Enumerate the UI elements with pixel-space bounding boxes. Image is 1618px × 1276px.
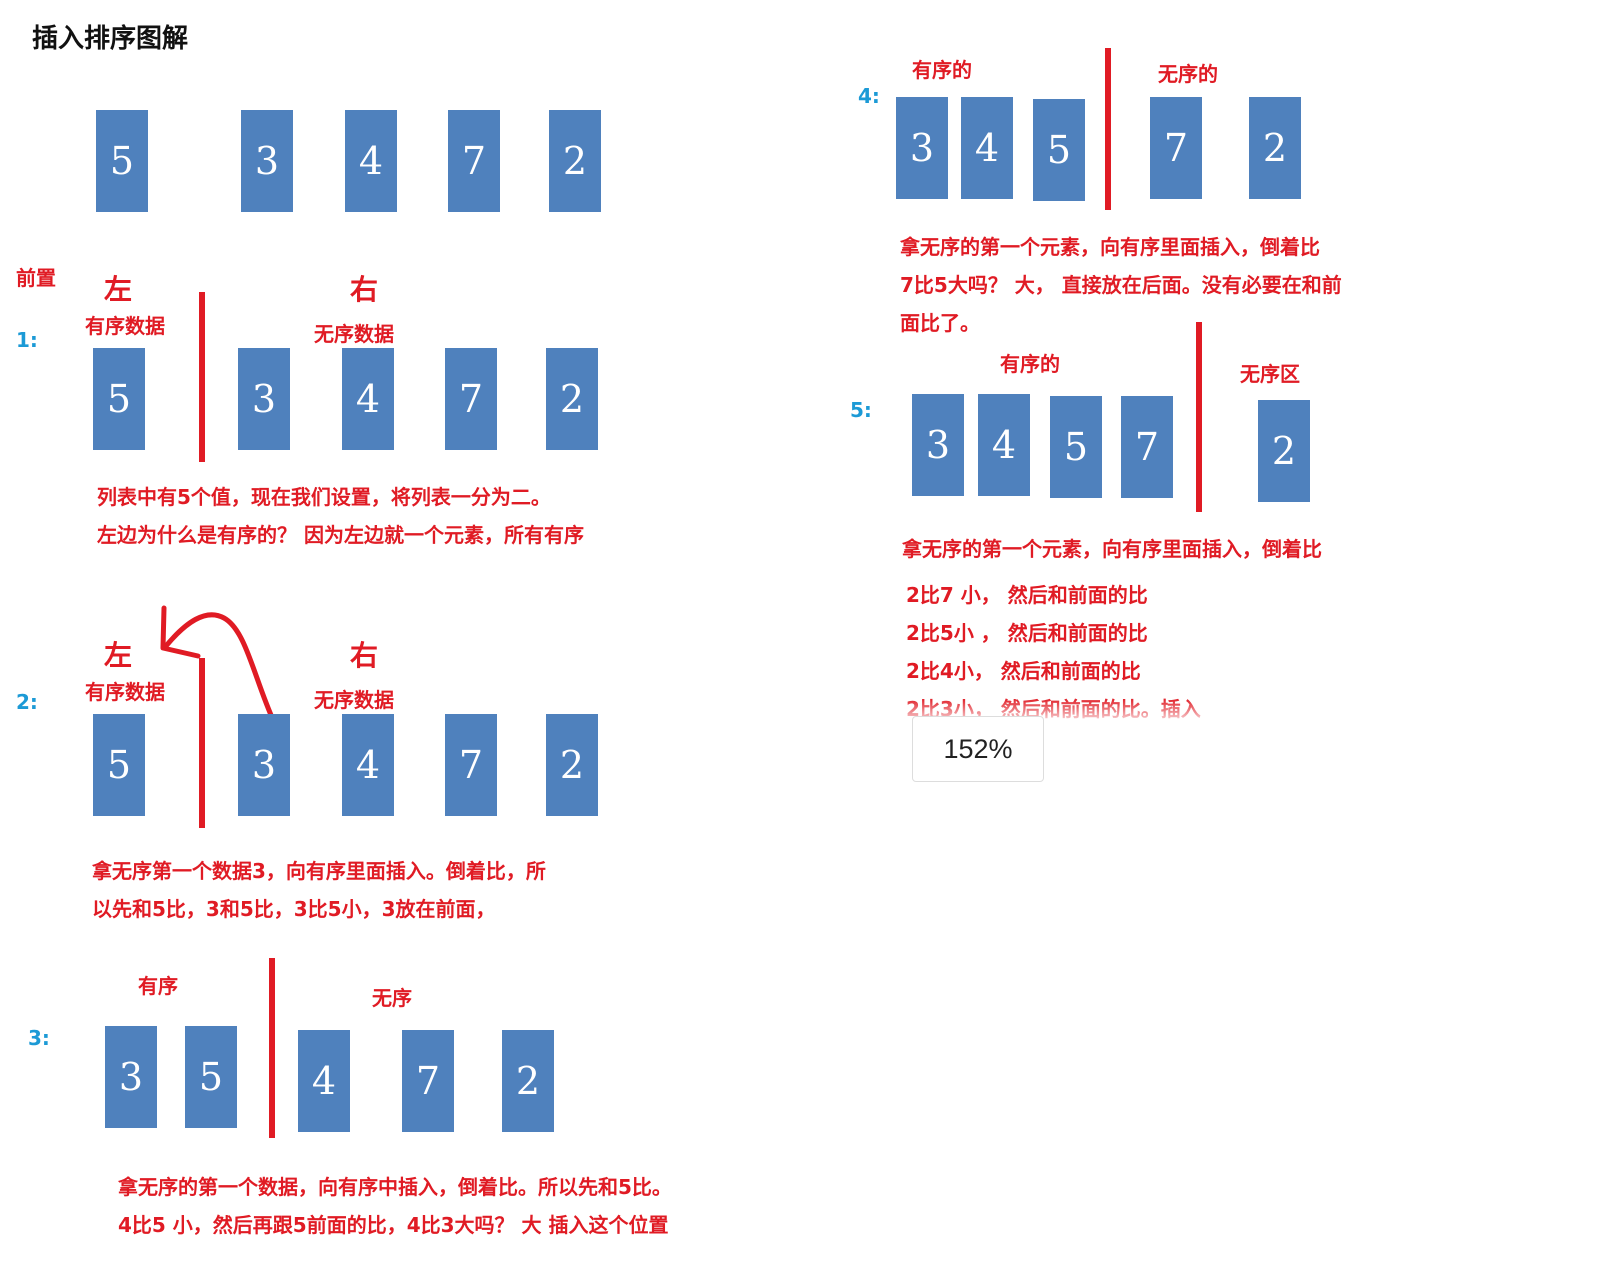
number-card: 3 <box>105 1026 157 1128</box>
sorted-label: 有序 <box>138 974 178 998</box>
number-card: 2 <box>549 110 601 212</box>
step-number: 3: <box>28 1026 50 1050</box>
number-card: 2 <box>546 714 598 816</box>
step-number: 2: <box>16 690 38 714</box>
unsorted-label: 无序的 <box>1158 62 1218 86</box>
number-card: 7 <box>402 1030 454 1132</box>
divider-line <box>1196 322 1202 512</box>
number-card: 7 <box>445 714 497 816</box>
number-card: 2 <box>1249 97 1301 199</box>
unsorted-label: 无序 <box>372 986 412 1010</box>
explanation-line: 拿无序的第一个数据，向有序中插入，倒着比。所以先和5比。 <box>118 1175 672 1199</box>
sorted-label: 有序数据 <box>85 680 165 704</box>
number-card: 7 <box>445 348 497 450</box>
insert-arrow-icon <box>160 605 277 725</box>
page-title: 插入排序图解 <box>32 24 189 54</box>
number-card: 4 <box>978 394 1030 496</box>
left-heading: 左 <box>104 273 133 306</box>
number-card: 5 <box>96 110 148 212</box>
unsorted-label: 无序区 <box>1240 362 1300 386</box>
sorted-label: 有序数据 <box>85 314 165 338</box>
step-number: 4: <box>858 84 880 108</box>
unsorted-label: 无序数据 <box>314 322 394 346</box>
divider-line <box>199 292 205 462</box>
explanation-line: 面比了。 <box>900 311 980 335</box>
explanation-line: 拿无序的第一个元素，向有序里面插入，倒着比 <box>902 537 1322 561</box>
number-card: 3 <box>238 348 290 450</box>
divider-line <box>1105 48 1111 210</box>
divider-line <box>269 958 275 1138</box>
unsorted-label: 无序数据 <box>314 688 394 712</box>
number-card: 3 <box>238 714 290 816</box>
number-card: 4 <box>961 97 1013 199</box>
number-card: 5 <box>93 714 145 816</box>
explanation-line: 7比5大吗？ 大， 直接放在后面。没有必要在和前 <box>900 273 1342 297</box>
zoom-indicator[interactable]: 152% <box>912 716 1044 782</box>
explanation-line: 2比5小 ， 然后和前面的比 <box>906 621 1148 645</box>
explanation-line: 左边为什么是有序的？ 因为左边就一个元素，所有有序 <box>97 523 584 547</box>
right-heading: 右 <box>350 273 379 306</box>
number-card: 4 <box>298 1030 350 1132</box>
explanation-line: 列表中有5个值，现在我们设置，将列表一分为二。 <box>97 485 551 509</box>
explanation-line: 拿无序的第一个元素，向有序里面插入，倒着比 <box>900 235 1320 259</box>
left-heading: 左 <box>104 639 133 672</box>
explanation-line: 2比7 小， 然后和前面的比 <box>906 583 1148 607</box>
number-card: 5 <box>1050 396 1102 498</box>
number-card: 3 <box>912 394 964 496</box>
pre-label: 前置 <box>16 266 56 290</box>
explanation-line: 2比4小， 然后和前面的比 <box>906 659 1141 683</box>
sorted-label: 有序的 <box>912 58 972 82</box>
number-card: 5 <box>1033 99 1085 201</box>
explanation-line: 4比5 小，然后再跟5前面的比，4比3大吗？ 大 插入这个位置 <box>118 1213 669 1237</box>
number-card: 7 <box>1121 396 1173 498</box>
number-card: 2 <box>502 1030 554 1132</box>
number-card: 3 <box>896 97 948 199</box>
number-card: 5 <box>93 348 145 450</box>
number-card: 2 <box>1258 400 1310 502</box>
number-card: 4 <box>342 348 394 450</box>
number-card: 4 <box>342 714 394 816</box>
right-heading: 右 <box>350 639 379 672</box>
divider-line <box>199 658 205 828</box>
number-card: 7 <box>448 110 500 212</box>
number-card: 7 <box>1150 97 1202 199</box>
number-card: 2 <box>546 348 598 450</box>
explanation-line: 拿无序第一个数据3，向有序里面插入。倒着比，所 <box>92 859 546 883</box>
explanation-line: 以先和5比，3和5比，3比5小，3放在前面， <box>92 897 496 921</box>
step-number: 5: <box>850 398 872 422</box>
number-card: 4 <box>345 110 397 212</box>
step-number: 1: <box>16 328 38 352</box>
sorted-label: 有序的 <box>1000 352 1060 376</box>
number-card: 5 <box>185 1026 237 1128</box>
number-card: 3 <box>241 110 293 212</box>
